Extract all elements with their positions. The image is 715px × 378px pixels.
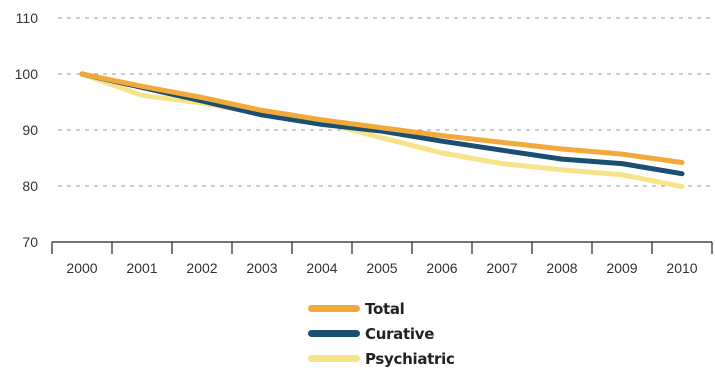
legend-label: Curative xyxy=(365,324,435,343)
x-tick-label: 2002 xyxy=(186,260,217,276)
legend-item-total: Total xyxy=(308,296,528,321)
x-tick-label: 2008 xyxy=(546,260,577,276)
x-tick-label: 2003 xyxy=(246,260,277,276)
x-tick-label: 2005 xyxy=(366,260,397,276)
y-tick-label: 100 xyxy=(15,66,39,82)
legend-item-curative: Curative xyxy=(308,321,528,346)
legend: Total Curative Psychiatric xyxy=(308,296,528,371)
legend-label: Total xyxy=(365,299,405,318)
x-tick-label: 2007 xyxy=(486,260,517,276)
series-lines xyxy=(79,71,685,190)
series-line-total xyxy=(79,71,685,165)
y-tick-label: 90 xyxy=(22,122,38,138)
legend-swatch xyxy=(308,355,360,362)
x-tick-label: 2000 xyxy=(66,260,97,276)
y-tick-label: 110 xyxy=(16,10,39,26)
x-tick-label: 2010 xyxy=(666,260,697,276)
x-tick-label: 2006 xyxy=(426,260,457,276)
x-axis: 2000 2001 2002 2003 2004 2005 2006 2007 2008 2009… xyxy=(51,241,713,276)
x-tick-label: 2001 xyxy=(126,260,157,276)
y-axis-ticks: 70 80 90 100 110 xyxy=(15,10,39,250)
y-tick-label: 70 xyxy=(22,234,38,250)
y-tick-label: 80 xyxy=(22,178,38,194)
x-tick-label: 2009 xyxy=(606,260,637,276)
legend-swatch xyxy=(308,305,360,312)
legend-item-psychiatric: Psychiatric xyxy=(308,346,528,371)
legend-label: Psychiatric xyxy=(365,349,455,368)
series-line-psychiatric xyxy=(79,71,685,190)
x-tick-label: 2004 xyxy=(306,260,337,276)
legend-swatch xyxy=(308,330,360,337)
series-line-curative xyxy=(79,71,685,177)
